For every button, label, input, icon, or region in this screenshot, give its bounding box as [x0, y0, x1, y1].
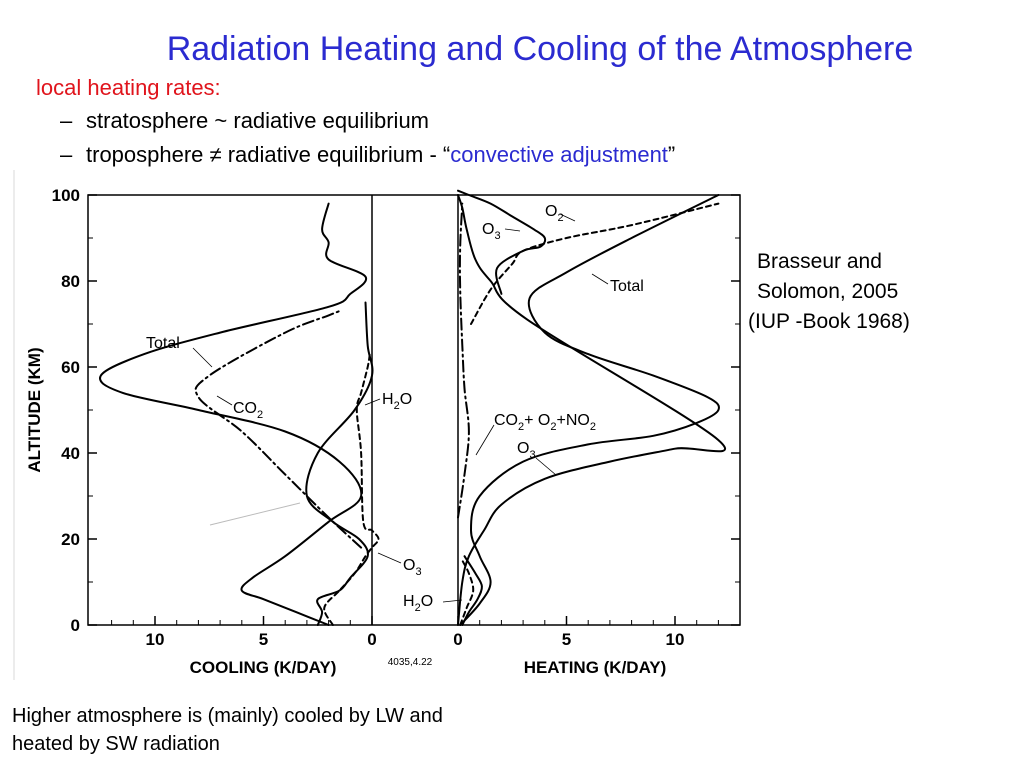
bullet-stratosphere: – stratosphere ~ radiative equilibrium — [60, 108, 429, 134]
y-tick-label: 60 — [61, 358, 80, 377]
label-co2-o2-no2: CO2+ O2+NO2 — [494, 412, 596, 433]
heating-axis-label: HEATING (K/DAY) — [524, 658, 667, 677]
heating-x-tick-label: 0 — [453, 630, 462, 649]
label-h2o-heating: H2O — [403, 593, 433, 614]
y-tick-label: 80 — [61, 272, 80, 291]
label-o3-upper: O3 — [482, 221, 501, 242]
citation-line-2: Solomon, 2005 — [757, 280, 899, 303]
leader-o3-cooling — [377, 552, 402, 564]
label-co2: CO2 — [233, 400, 263, 421]
citation-line-1: Brasseur and — [757, 250, 882, 273]
bullet-text: troposphere ≠ radiative equilibrium - “ — [86, 142, 451, 167]
leader-o3-upper — [504, 228, 521, 232]
bullet-dash: – — [60, 108, 73, 133]
y-tick-label: 100 — [52, 186, 80, 205]
cooling-x-tick-label: 5 — [259, 630, 268, 649]
leader-co2-o2-no2 — [475, 424, 495, 456]
leader-o2 — [559, 213, 576, 222]
bullet-text: stratosphere ~ radiative equilibrium — [86, 108, 430, 133]
leader-o3-lower — [535, 457, 557, 476]
cooling-x-tick-label: 0 — [367, 630, 376, 649]
cooling-series-co2-dashdot — [194, 310, 363, 549]
heating-series-o3-solid — [457, 194, 727, 626]
heating-series-o3-solid — [457, 189, 547, 295]
cooling-series-total-solid — [99, 202, 368, 626]
bullet-close-quote: ” — [667, 142, 676, 167]
chart-frame — [13, 170, 741, 680]
y-axis-label: ALTITUDE (KM) — [25, 347, 44, 472]
leader-co2 — [216, 395, 233, 406]
citation-line-3: (IUP -Book 1968) — [748, 310, 910, 333]
heating-series-h2o-dashed — [459, 559, 475, 626]
label-total-heating: Total — [610, 278, 644, 295]
cooling-series-h2o-solid — [305, 301, 374, 626]
highlight-convective-adjustment: convective adjustment — [450, 142, 668, 167]
leader-total-cooling — [192, 347, 213, 368]
heating-x-tick-label: 10 — [666, 630, 685, 649]
heating-x-tick-label: 5 — [562, 630, 571, 649]
cooling-x-tick-label: 10 — [146, 630, 165, 649]
y-tick-label: 20 — [61, 530, 80, 549]
slide-title: Radiation Heating and Cooling of the Atm… — [166, 30, 914, 68]
subtitle-local-heating: local heating rates: — [36, 75, 221, 100]
y-tick-label: 0 — [71, 616, 80, 635]
scan-stray-mark — [209, 502, 301, 526]
label-total-cooling: Total — [146, 335, 180, 352]
leader-total-heating — [591, 273, 609, 285]
label-o3-lower: O3 — [517, 440, 536, 461]
footnote-line-1: Higher atmosphere is (mainly) cooled by … — [12, 705, 443, 727]
label-o3-cooling: O3 — [403, 557, 422, 578]
bullet-dash: – — [60, 142, 73, 167]
label-o2: O2 — [545, 203, 564, 224]
heating-series-total-solid — [459, 194, 720, 626]
heating-series-h2o-solid — [461, 555, 483, 626]
bullet-troposphere: – troposphere ≠ radiative equilibrium - “… — [60, 142, 675, 168]
cooling-axis-label: COOLING (K/DAY) — [190, 658, 337, 677]
label-h2o-cooling: H2O — [382, 391, 412, 412]
footnote-line-2: heated by SW radiation — [12, 733, 220, 755]
figure-code: 4035,4.22 — [388, 657, 433, 668]
cooling-series-h2o-dashed — [323, 353, 380, 626]
heating-series-co2-o2-no2-dashdot — [457, 202, 470, 519]
y-tick-label: 40 — [61, 444, 80, 463]
leader-h2o-cooling — [364, 398, 381, 406]
leader-h2o-heating — [442, 599, 463, 603]
footnote: Higher atmosphere is (mainly) cooled by … — [12, 702, 443, 758]
